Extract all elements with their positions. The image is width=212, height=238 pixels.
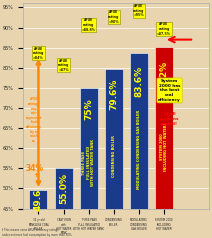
Text: AFUE
rating
=84%: AFUE rating =84% [33, 47, 44, 60]
Text: AFUE
rating
=87.5%: AFUE rating =87.5% [157, 22, 171, 36]
Bar [130, 53, 148, 208]
Text: 55.0%: 55.0% [59, 173, 68, 204]
Text: AFUE
rating
=88.8%: AFUE rating =88.8% [82, 18, 96, 32]
Text: AFUE
rating
=90%: AFUE rating =90% [108, 10, 120, 24]
Text: AFUE
rating
=95%: AFUE rating =95% [133, 4, 145, 17]
Text: THREE PASS
FULL INSULATED
WITH HOT WATER TANK: THREE PASS FULL INSULATED WITH HOT WATER… [82, 139, 95, 186]
Text: 79.6%: 79.6% [109, 79, 118, 110]
Text: AFUE
rating
=87%: AFUE rating =87% [58, 59, 69, 72]
Bar [29, 190, 47, 208]
Text: 83.6%: 83.6% [134, 66, 143, 97]
Text: of all
systems
tested!: of all systems tested! [160, 112, 179, 126]
Text: † This means some AFUE efficiency ratings
under-estimate fuel consumption by mor: † This means some AFUE efficiency rating… [2, 228, 73, 237]
Bar [54, 168, 73, 208]
Text: 75%: 75% [84, 99, 93, 120]
Bar [105, 69, 123, 208]
Bar [155, 47, 173, 208]
Text: MODULATING CONDENSING GAS BOILER: MODULATING CONDENSING GAS BOILER [137, 110, 141, 189]
Text: System
2000 has
the best
real
efficiency: System 2000 has the best real efficiency [158, 79, 181, 102]
Text: 34%: 34% [26, 164, 44, 173]
Text: 49.6: 49.6 [34, 188, 43, 211]
Text: 85.2%: 85.2% [159, 60, 169, 92]
Text: SYSTEM 2000
INCLUDING HOT WATER!: SYSTEM 2000 INCLUDING HOT WATER! [160, 123, 168, 171]
Text: CONDENSING BOILER: CONDENSING BOILER [112, 135, 116, 177]
Text: †: † [35, 173, 38, 178]
Text: AFUE
ratings
may
mis-
represent
fuel
efficiency
by as
much
as: AFUE ratings may mis- represent fuel eff… [26, 97, 42, 143]
Bar [80, 88, 98, 208]
